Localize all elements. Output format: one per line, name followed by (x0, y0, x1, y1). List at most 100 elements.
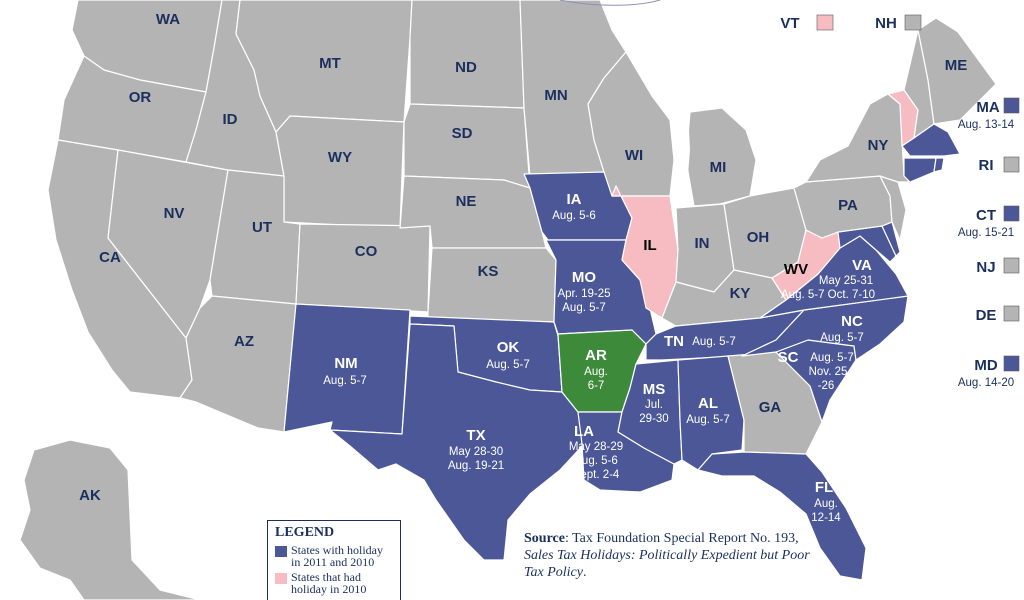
dates-SC-3: -26 (818, 380, 835, 392)
state-MA (901, 123, 961, 157)
dates-NC: Aug. 5-7 (820, 332, 863, 344)
label-IL: IL (643, 237, 656, 254)
legend: LEGEND States with holiday in 2011 and 2… (267, 520, 401, 600)
dates-NM: Aug. 5-7 (323, 375, 366, 387)
label-GA: GA (759, 399, 782, 416)
source-text: : Tax Foundation Special Report No. 193, (564, 531, 799, 546)
side-label-MD: MD (974, 357, 997, 374)
dates-VA-1: May 25-31 (819, 275, 873, 287)
state-NC (741, 295, 909, 361)
source-note: Source: Tax Foundation Special Report No… (524, 530, 824, 581)
label-OR: OR (129, 89, 152, 106)
swatch-MD (1003, 355, 1020, 372)
state-KS (427, 247, 557, 323)
legend-title: LEGEND (275, 525, 335, 540)
side-label-DE: DE (976, 307, 997, 324)
side-swatches (816, 14, 1020, 372)
label-MS: MS (643, 381, 666, 398)
label-IN: IN (695, 235, 710, 252)
legend-swatch-past (275, 573, 287, 584)
side-dates-MA: Aug. 13-14 (958, 119, 1015, 131)
side-label-VT: VT (780, 15, 799, 32)
dates-SC-2: Nov. 25 (809, 366, 848, 378)
source-end: . (582, 565, 587, 580)
label-AK: AK (79, 487, 101, 504)
side-label-MA: MA (976, 99, 999, 116)
state-CO (295, 223, 431, 313)
label-LA: LA (574, 423, 594, 440)
label-TX: TX (466, 427, 485, 444)
state-ME (917, 17, 997, 125)
dates-FL-1: Aug. (814, 498, 838, 510)
dates-LA-1: May 28-29 (569, 441, 623, 453)
side-label-NH: NH (875, 15, 897, 32)
label-MN: MN (544, 87, 567, 104)
label-PA: PA (838, 197, 858, 214)
side-label-RI: RI (979, 157, 994, 174)
legend-item-past-line1: States that had (291, 570, 361, 584)
top-decor-line (559, 0, 661, 6)
state-CT (903, 157, 937, 183)
state-labels: WA OR CA NV ID MT WY UT AZ CO NM Aug. 5-… (79, 11, 1015, 524)
state-FL (697, 451, 867, 581)
dates-MS-1: Jul. (645, 399, 663, 411)
label-SD: SD (452, 125, 473, 142)
label-WV: WV (784, 261, 808, 278)
label-AL: AL (698, 395, 718, 412)
dates-MO-2: Aug. 5-7 (562, 302, 605, 314)
legend-swatch-holiday (275, 546, 287, 557)
side-dates-CT: Aug. 15-21 (958, 227, 1014, 239)
dates-AR-1: Aug. (584, 366, 608, 378)
swatch-NJ (1003, 257, 1020, 274)
state-IL (611, 185, 679, 319)
dates-OK: Aug. 5-7 (486, 359, 529, 371)
dates-LA-2: Aug. 5-6 (574, 455, 617, 467)
dates-TX-1: May 28-30 (449, 446, 503, 458)
source-label: Source (524, 531, 565, 546)
side-label-NJ: NJ (976, 259, 995, 276)
label-OH: OH (747, 229, 770, 246)
label-WI: WI (625, 147, 643, 164)
dates-AR-2: 6-7 (588, 380, 605, 392)
label-VA: VA (852, 257, 872, 274)
label-CA: CA (99, 249, 121, 266)
label-MO: MO (572, 269, 596, 286)
side-dates-MD: Aug. 14-20 (958, 377, 1014, 389)
state-WY (275, 115, 405, 229)
swatch-DE (1003, 305, 1020, 322)
state-AK (19, 439, 201, 600)
legend-item-holiday-line1: States with holiday (291, 543, 383, 557)
swatch-VT (816, 14, 834, 31)
state-RI (933, 157, 945, 173)
dates-MS-2: 29-30 (639, 413, 668, 425)
label-WY: WY (328, 149, 352, 166)
lake-michigan (670, 110, 690, 208)
swatch-RI (1003, 156, 1020, 173)
label-CO: CO (355, 243, 378, 260)
dates-IA: Aug. 5-6 (552, 210, 595, 222)
swatch-CT (1003, 205, 1020, 222)
label-NE: NE (456, 193, 477, 210)
label-WA: WA (156, 11, 180, 28)
label-ND: ND (455, 59, 477, 76)
label-KY: KY (730, 285, 751, 302)
label-SC: SC (778, 349, 799, 366)
label-TN: TN (664, 333, 684, 350)
dates-TX-2: Aug. 19-21 (448, 460, 504, 472)
legend-item-holiday: States with holiday in 2011 and 2010 (275, 544, 393, 568)
label-UT: UT (252, 219, 272, 236)
label-AZ: AZ (234, 333, 254, 350)
label-AR: AR (585, 347, 607, 364)
label-NY: NY (868, 137, 889, 154)
label-NM: NM (334, 355, 357, 372)
swatch-MA (1003, 97, 1020, 114)
side-label-CT: CT (976, 207, 996, 224)
swatch-NH (904, 14, 922, 31)
legend-item-past: States that had holiday in 2010 (275, 571, 393, 595)
lake-erie (756, 166, 806, 192)
legend-item-past-line2: holiday in 2010 (291, 582, 367, 596)
dates-TN: Aug. 5-7 (692, 336, 735, 348)
label-KS: KS (478, 263, 499, 280)
